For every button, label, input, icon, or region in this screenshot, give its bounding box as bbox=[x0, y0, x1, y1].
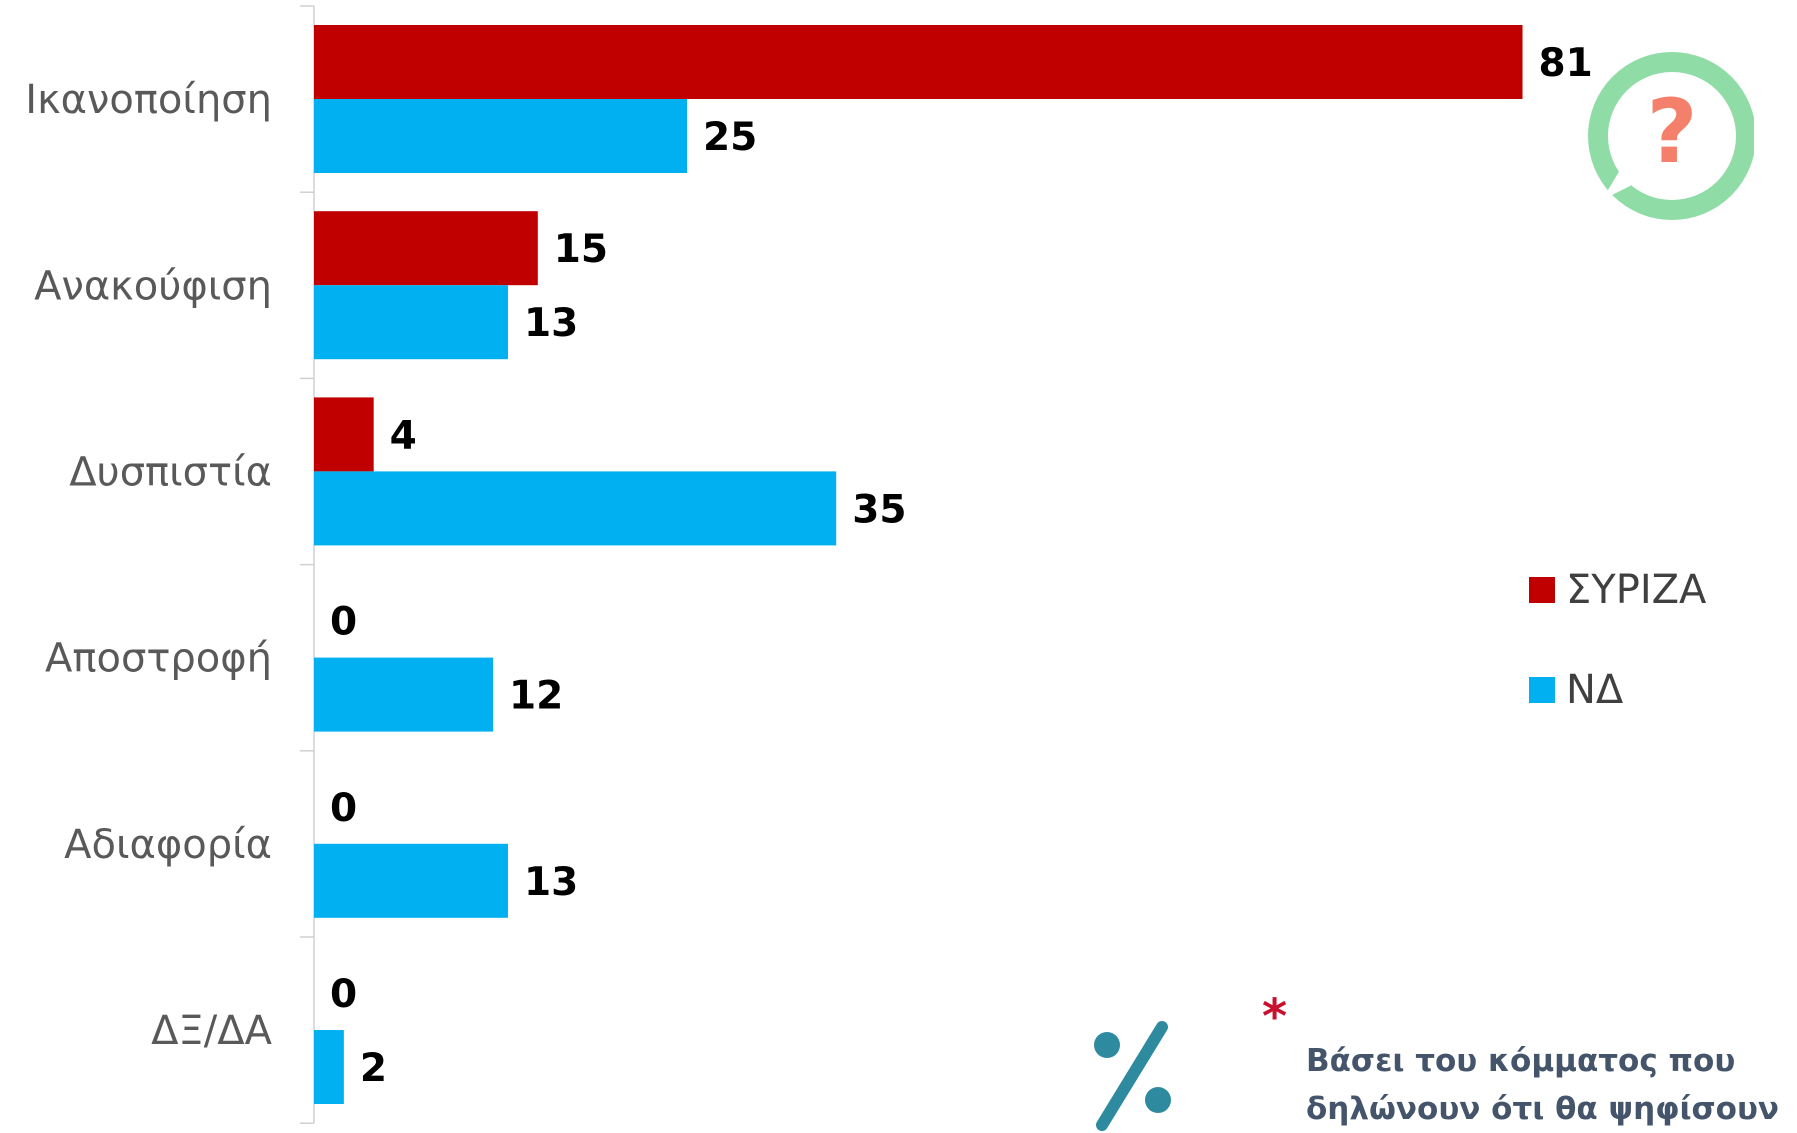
question-mark-icon: ? bbox=[1646, 80, 1697, 183]
footnote-asterisk: * bbox=[1262, 989, 1288, 1045]
data-label: 13 bbox=[524, 860, 578, 905]
footnote: Βάσει του κόμματος που δηλώνουν ότι θα ψ… bbox=[1306, 1037, 1779, 1133]
percent-slash bbox=[1096, 1021, 1168, 1131]
bars bbox=[314, 25, 1523, 1104]
legend-label: ΝΔ bbox=[1566, 667, 1624, 713]
data-label: 13 bbox=[524, 301, 578, 346]
data-label: 0 bbox=[330, 786, 357, 831]
category-label: Ικανοποίηση bbox=[25, 77, 272, 123]
bar bbox=[314, 471, 837, 546]
percent-icon bbox=[1094, 1021, 1171, 1131]
footnote-line-2: δηλώνουν ότι θα ψηφίσουν bbox=[1306, 1091, 1780, 1127]
category-label: Αδιαφορία bbox=[64, 822, 272, 868]
question-speech-bubble-icon: ? bbox=[1588, 52, 1754, 220]
bar bbox=[314, 99, 687, 173]
data-label: 2 bbox=[360, 1046, 387, 1091]
bar bbox=[314, 843, 508, 918]
data-label: 81 bbox=[1539, 41, 1593, 86]
data-label: 0 bbox=[330, 600, 357, 645]
bar bbox=[314, 657, 494, 732]
data-label: 4 bbox=[390, 413, 417, 458]
percent-dot-top bbox=[1094, 1032, 1120, 1058]
category-label: Ανακούφιση bbox=[34, 263, 272, 309]
footnote-line-1: Βάσει του κόμματος που bbox=[1306, 1043, 1736, 1079]
legend: ΣΥΡΙΖΑ ΝΔ bbox=[1529, 567, 1707, 713]
data-label: 35 bbox=[852, 487, 906, 532]
percent-dot-bottom bbox=[1145, 1087, 1171, 1113]
category-label: Αποστροφή bbox=[45, 636, 272, 682]
axis bbox=[300, 5, 315, 1124]
badge-inner-bubble bbox=[1608, 72, 1736, 200]
data-label: 25 bbox=[703, 115, 757, 160]
bar bbox=[314, 1030, 344, 1104]
bar bbox=[314, 397, 374, 472]
data-label: 15 bbox=[554, 227, 608, 272]
badge-bubble-tail bbox=[1602, 170, 1642, 200]
data-label: 12 bbox=[509, 674, 563, 719]
legend-label: ΣΥΡΙΖΑ bbox=[1566, 567, 1707, 613]
bar bbox=[314, 285, 508, 360]
bar bbox=[314, 25, 1523, 99]
bar bbox=[314, 211, 538, 286]
legend-swatch bbox=[1529, 677, 1555, 703]
category-label: Δυσπιστία bbox=[69, 450, 272, 496]
legend-swatch bbox=[1529, 577, 1555, 603]
category-labels: Ικανοποίηση Ανακούφιση Δυσπιστία Αποστροφή Α… bbox=[25, 77, 272, 1054]
data-label: 0 bbox=[330, 972, 357, 1017]
category-label: ΔΞ/ΔΑ bbox=[151, 1008, 272, 1054]
